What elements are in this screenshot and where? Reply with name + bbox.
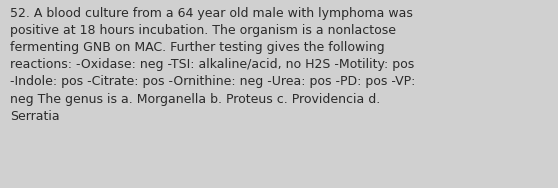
Text: 52. A blood culture from a 64 year old male with lymphoma was
positive at 18 hou: 52. A blood culture from a 64 year old m…: [10, 7, 415, 123]
